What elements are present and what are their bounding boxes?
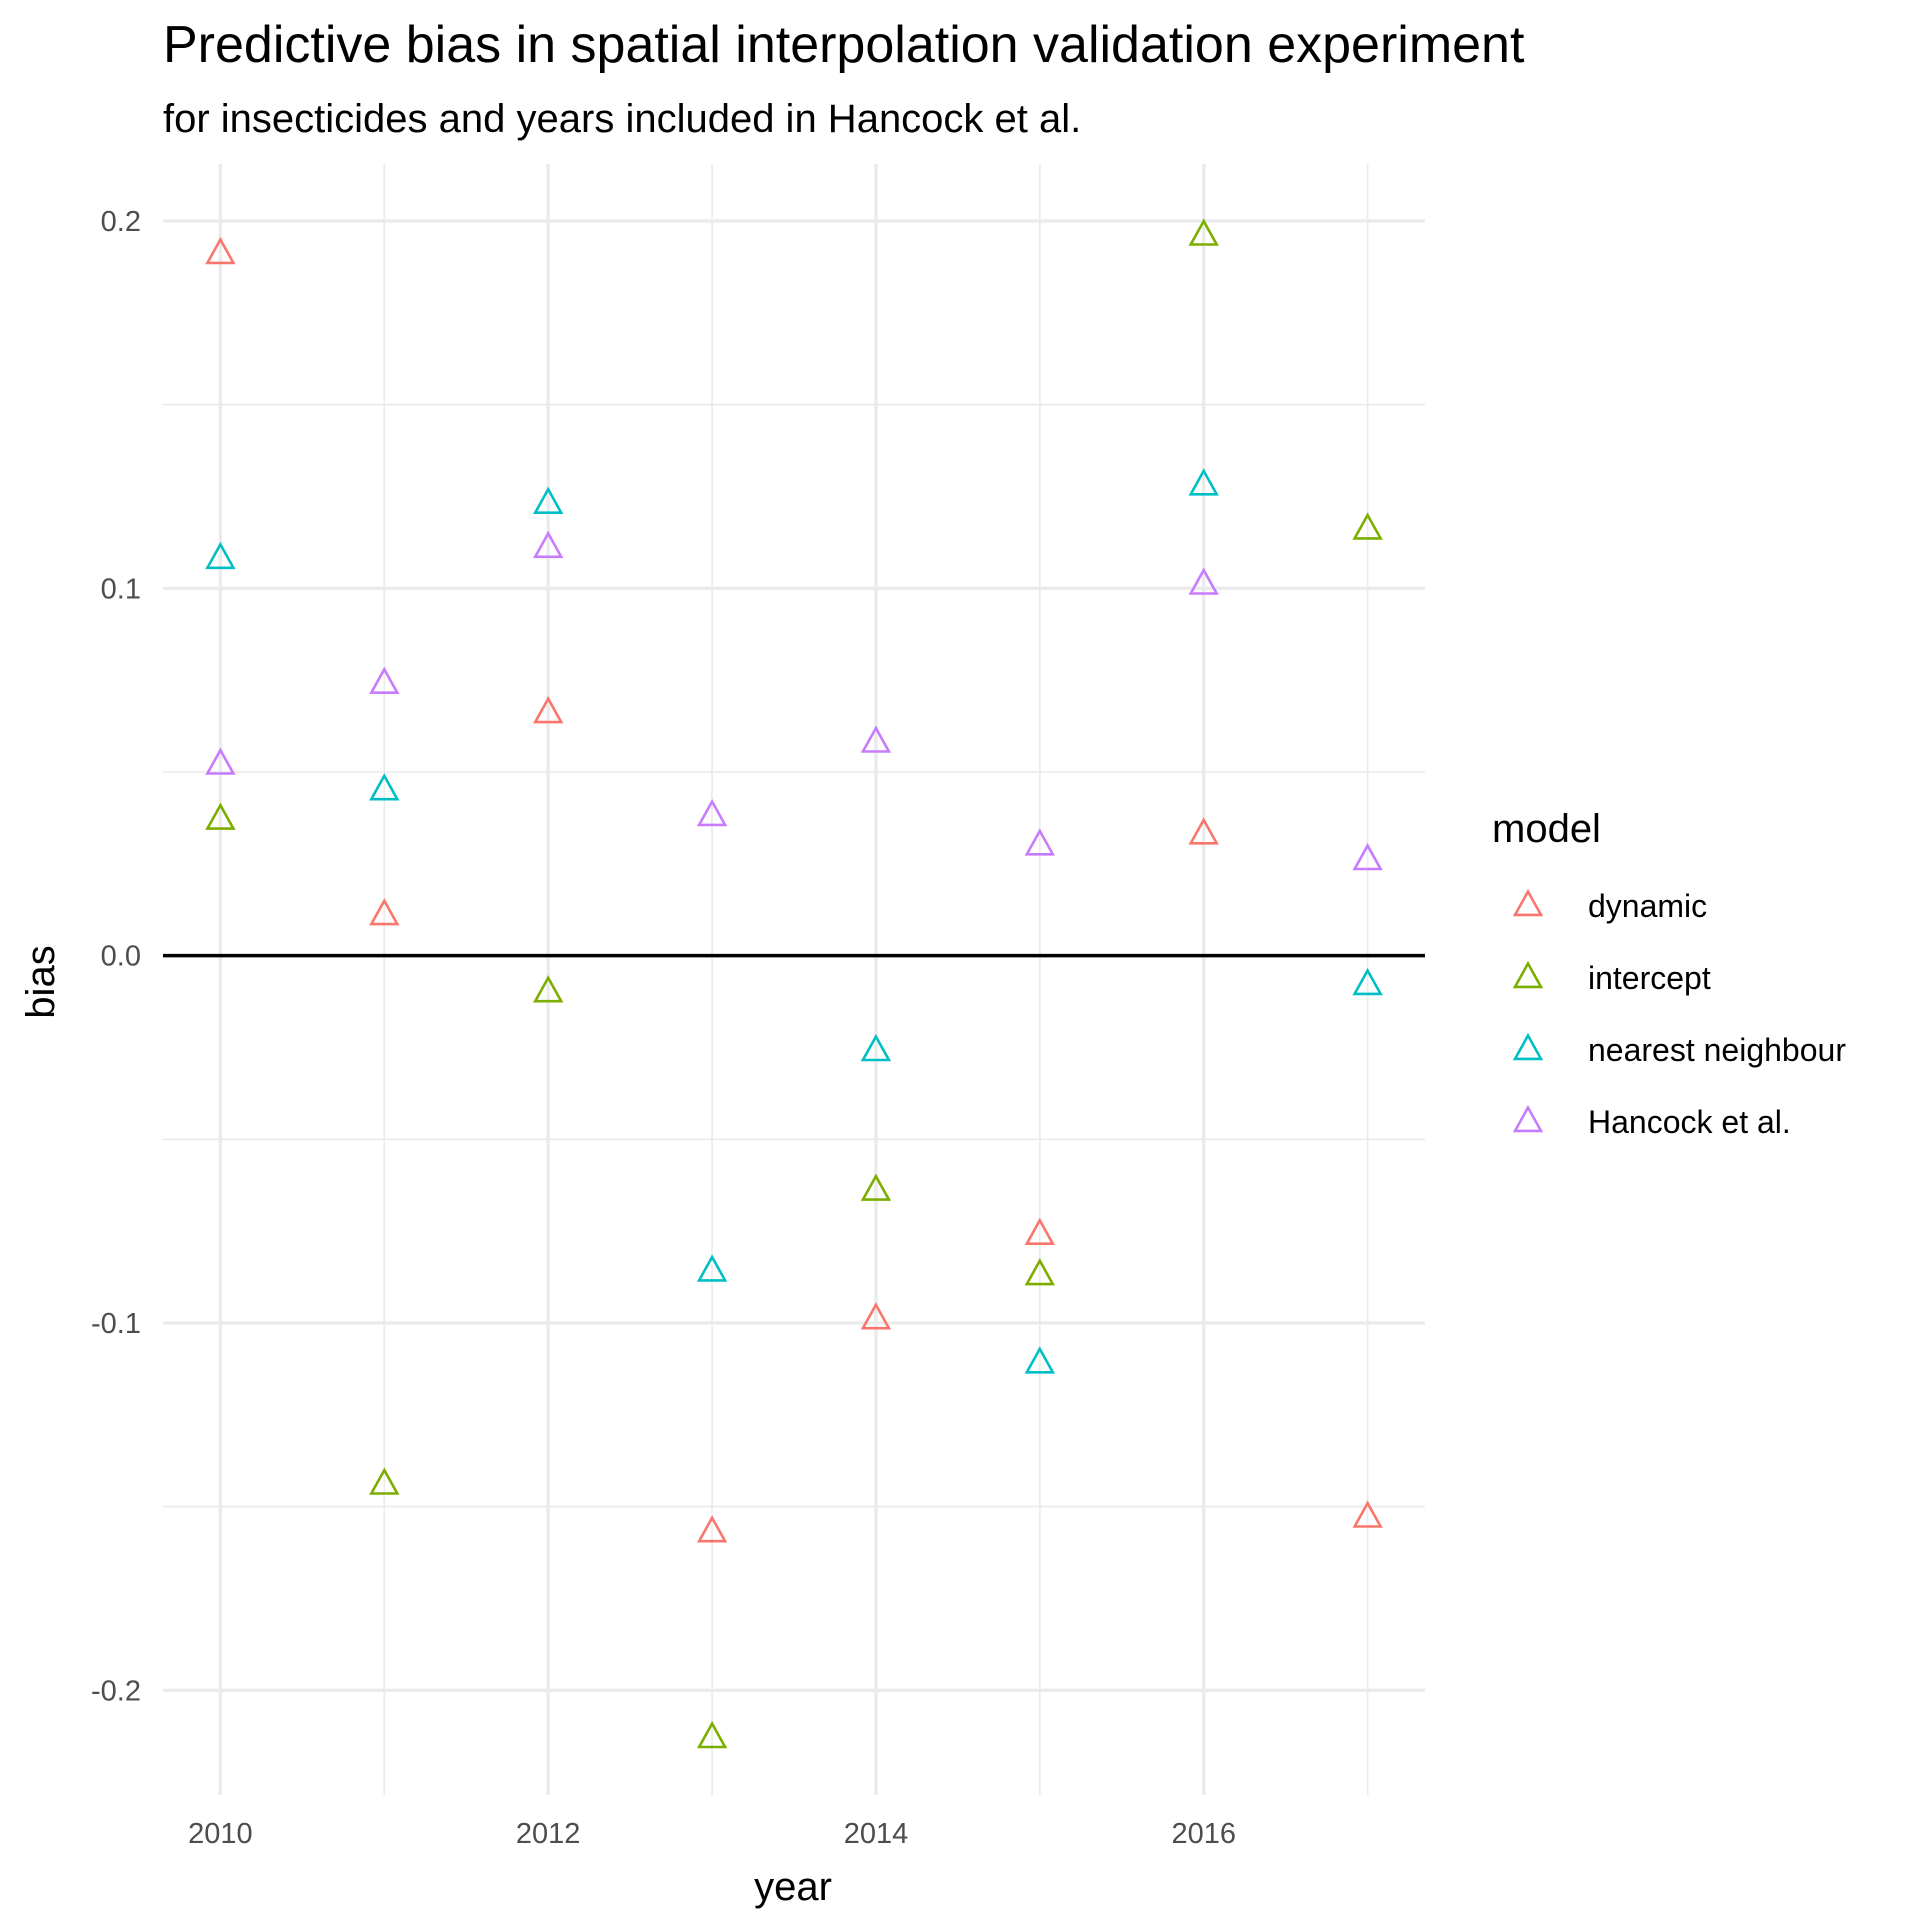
series-nearest-neighbour xyxy=(205,468,1383,1374)
data-point xyxy=(1024,1346,1056,1374)
legend-key-icon xyxy=(1512,888,1544,917)
legend-label: intercept xyxy=(1588,960,1711,996)
data-point xyxy=(205,747,236,775)
data-point xyxy=(1352,1500,1383,1528)
data-point xyxy=(1188,817,1219,845)
series-hancock-et-al xyxy=(205,530,1383,871)
data-point xyxy=(205,236,236,265)
data-point xyxy=(532,530,564,559)
legend-label: dynamic xyxy=(1588,888,1707,924)
x-axis-title: year xyxy=(754,1865,832,1909)
data-point xyxy=(532,486,564,515)
data-point xyxy=(696,1515,728,1543)
data-point xyxy=(1188,567,1219,595)
x-tick-label: 2014 xyxy=(844,1818,909,1850)
data-point xyxy=(860,1173,892,1201)
data-point xyxy=(369,898,400,926)
x-tick-label: 2016 xyxy=(1171,1818,1236,1850)
data-point xyxy=(532,696,564,724)
data-point xyxy=(1024,828,1056,856)
data-point xyxy=(860,1033,892,1062)
x-axis-ticks: 2010 2012 2014 2016 xyxy=(188,1818,1236,1850)
legend-key-icon xyxy=(1512,960,1544,989)
y-tick-label: -0.1 xyxy=(91,1308,141,1340)
data-point xyxy=(1188,218,1219,246)
legend-key-icon xyxy=(1512,1032,1544,1061)
y-tick-label: 0.1 xyxy=(101,573,141,605)
chart-subtitle: for insecticides and years included in H… xyxy=(163,97,1081,141)
data-point xyxy=(1188,468,1219,496)
data-point xyxy=(860,725,892,753)
data-point xyxy=(696,1720,728,1749)
data-point xyxy=(369,666,400,695)
y-tick-label: 0.0 xyxy=(101,941,141,973)
data-point xyxy=(1024,1217,1056,1245)
legend-label: nearest neighbour xyxy=(1588,1032,1846,1068)
series-intercept xyxy=(205,218,1383,1749)
data-point xyxy=(696,798,728,827)
data-point xyxy=(369,773,400,801)
legend: model dynamic intercept nearest neighbour H… xyxy=(1492,807,1846,1140)
y-tick-label: -0.2 xyxy=(91,1675,141,1707)
data-point xyxy=(532,975,564,1003)
data-point xyxy=(205,541,236,570)
data-point xyxy=(1024,1258,1056,1286)
legend-label: Hancock et al. xyxy=(1588,1104,1791,1140)
data-point xyxy=(696,1254,728,1282)
data-point xyxy=(860,1302,892,1330)
data-point xyxy=(205,802,236,830)
data-point xyxy=(369,1467,400,1495)
series-dynamic xyxy=(205,236,1383,1543)
legend-key-icon xyxy=(1512,1104,1544,1133)
y-axis-title: bias xyxy=(19,945,63,1018)
data-points xyxy=(205,218,1383,1749)
plot-grid xyxy=(163,164,1425,1795)
x-tick-label: 2010 xyxy=(188,1818,253,1850)
y-tick-label: 0.2 xyxy=(101,206,141,238)
data-point xyxy=(1352,967,1383,996)
y-axis-ticks: -0.2 -0.1 0.0 0.1 0.2 xyxy=(91,206,141,1707)
x-tick-label: 2012 xyxy=(516,1818,581,1850)
chart-title: Predictive bias in spatial interpolation… xyxy=(163,16,1525,74)
data-point xyxy=(1352,512,1383,540)
legend-title: model xyxy=(1492,807,1601,851)
data-point xyxy=(1352,842,1383,871)
